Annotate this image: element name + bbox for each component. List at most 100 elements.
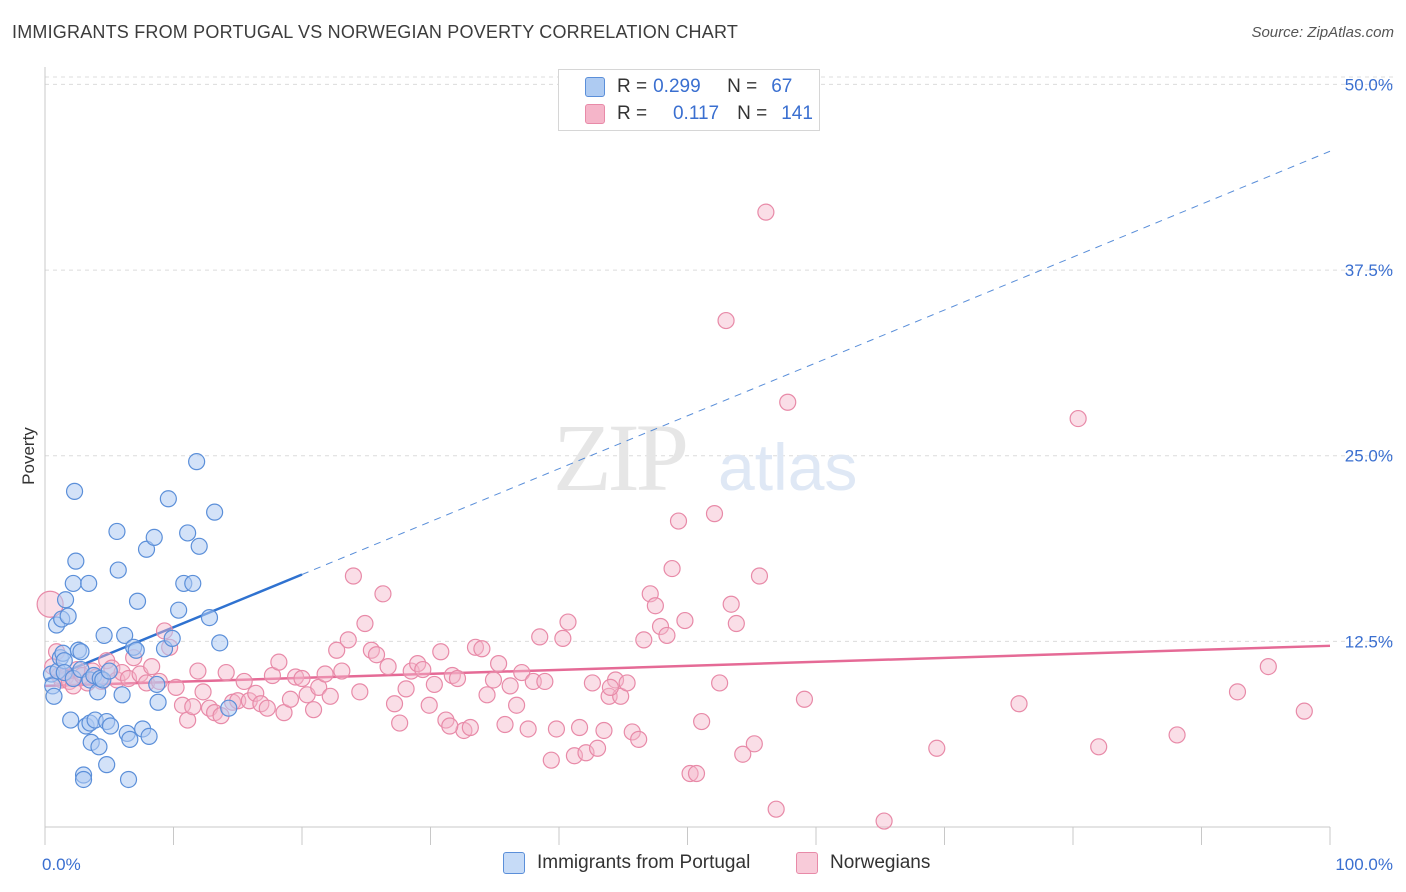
portugal-point: [80, 574, 98, 593]
norwegians-point: [757, 203, 775, 221]
portugal-point: [220, 699, 238, 717]
norwegians-point: [734, 745, 752, 763]
norwegians-point: [767, 800, 785, 818]
norwegians-point: [928, 739, 946, 757]
legend-swatch-blue: [585, 77, 605, 97]
portugal-point: [72, 643, 90, 661]
norwegians-point: [432, 643, 450, 661]
norwegians-point: [351, 683, 369, 701]
trend-lines: [44, 150, 1331, 688]
norwegians-point: [570, 718, 589, 737]
norwegians-point: [681, 764, 699, 783]
y-tick-label: 25.0%: [1345, 447, 1393, 466]
norwegians-point: [651, 617, 670, 636]
portugal-point: [109, 561, 127, 579]
portugal-point: [100, 662, 118, 680]
norwegians-point: [385, 695, 404, 713]
norwegians-point: [1168, 726, 1186, 744]
portugal-point: [163, 629, 181, 647]
norwegians-point: [722, 595, 740, 613]
legend-r-value: 0.117: [672, 103, 720, 124]
portugal-point: [101, 717, 120, 735]
norwegians-point: [663, 559, 681, 578]
norwegians-point: [339, 631, 357, 649]
portugal-point: [200, 608, 219, 627]
portugal-point: [64, 574, 82, 593]
norwegians-point: [478, 686, 496, 704]
x-tick-label: 0.0%: [42, 855, 81, 874]
norwegians-point: [705, 505, 724, 523]
legend-swatch-portugal: [503, 852, 525, 874]
norwegians-point: [490, 655, 508, 673]
norwegians-point: [189, 662, 207, 680]
norwegians-point: [687, 764, 706, 783]
norwegians-point: [374, 585, 392, 603]
portugal-point: [206, 503, 224, 521]
norwegians-point: [1259, 658, 1277, 676]
norwegians-point: [1010, 695, 1028, 713]
norwegians-point: [554, 629, 572, 647]
legend-n-label: N =: [727, 76, 758, 97]
norwegians-point: [391, 714, 409, 732]
norwegians-points: [36, 203, 1313, 830]
legend-r-label: R =: [617, 103, 648, 124]
y-tick-label: 12.5%: [1345, 632, 1393, 651]
norwegians-point: [473, 640, 491, 658]
norwegians-point: [595, 721, 613, 740]
x-tick-label: 100.0%: [1335, 855, 1393, 874]
legend-item-norwegians: Norwegians: [796, 852, 930, 874]
norwegians-point: [414, 660, 432, 679]
watermark-atlas: atlas: [718, 430, 857, 504]
norwegians-point: [630, 730, 648, 748]
norwegians-point: [669, 512, 688, 530]
norwegians-point: [293, 669, 311, 688]
legend-r-value: 0.299: [653, 76, 701, 97]
portugal-point: [59, 607, 77, 625]
portugal-point: [190, 537, 208, 555]
norwegians-point: [258, 699, 276, 717]
norwegians-point: [316, 665, 334, 683]
norwegians-point: [507, 696, 526, 714]
norwegians-point: [711, 674, 729, 692]
norwegians-point: [727, 614, 745, 633]
legend-r-label: R =: [617, 76, 648, 97]
norwegians-point: [420, 696, 438, 714]
norwegians-point: [333, 662, 351, 680]
portugal-point: [148, 675, 166, 694]
norwegians-point: [601, 678, 620, 696]
portugal-point: [170, 601, 188, 619]
legend-item-portugal: Immigrants from Portugal: [503, 852, 750, 874]
portugal-point: [98, 756, 116, 774]
norwegians-point: [1090, 738, 1108, 756]
norwegians-point: [501, 677, 519, 695]
norwegians-point: [658, 626, 676, 645]
norwegians-point: [367, 646, 386, 664]
portugal-point: [184, 574, 202, 593]
norwegians-point: [247, 684, 265, 702]
portugal-point: [45, 687, 63, 705]
portugal-point: [188, 453, 206, 471]
norwegians-point: [328, 641, 346, 659]
portugal-point: [127, 641, 145, 659]
portugal-point: [121, 730, 139, 748]
portugal-point: [140, 727, 158, 746]
watermark-zip: ZIP: [553, 404, 686, 511]
legend-label-portugal: Immigrants from Portugal: [537, 852, 751, 873]
portugal-point: [149, 693, 167, 711]
portugal-point: [95, 626, 113, 645]
portugal-point: [179, 524, 197, 542]
norwegians-trend-line: [44, 644, 1331, 688]
grid-lines: [45, 76, 1395, 642]
legend-n-label: N =: [737, 103, 768, 124]
portugal-point: [65, 482, 84, 500]
legend-label-norwegians: Norwegians: [830, 852, 931, 873]
norwegians-point: [286, 668, 305, 686]
portugal-point: [159, 490, 177, 508]
norwegians-point: [875, 812, 893, 830]
norwegians-point: [448, 669, 467, 688]
norwegians-point: [1295, 702, 1313, 720]
norwegians-point: [1228, 683, 1247, 701]
portugal-point: [108, 522, 126, 541]
norwegians-point: [304, 701, 323, 719]
